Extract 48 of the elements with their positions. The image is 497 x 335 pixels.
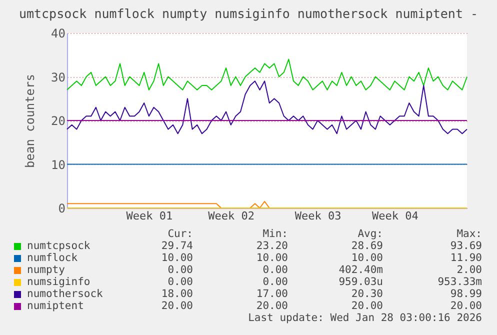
y-tick-label: 10 <box>51 158 66 172</box>
text: 0.00 <box>168 264 193 276</box>
y-tick-label: 0 <box>58 202 66 216</box>
text: 18.00 <box>161 288 193 300</box>
y-tick-label: 20 <box>51 114 66 128</box>
text: 29.74 <box>161 240 193 252</box>
text: Max: <box>456 228 482 240</box>
text: 20.00 <box>161 300 193 312</box>
x-tick-label: Week 01 <box>126 210 173 222</box>
legend-label: numsiginfo <box>27 276 90 288</box>
text: Cur: <box>168 228 193 240</box>
text: 0.00 <box>168 276 193 288</box>
line-series <box>66 58 468 90</box>
x-tick-label: Week 02 <box>208 210 255 222</box>
text: Avg: <box>358 228 383 240</box>
text: 402.40m <box>338 264 383 276</box>
text: 10.00 <box>351 252 383 264</box>
text: 10.00 <box>256 252 288 264</box>
y-tick-label: 40 <box>51 26 66 40</box>
line-series <box>66 80 468 134</box>
text: Last update: Wed Jan 28 03:00:16 2026 <box>248 312 482 324</box>
text: 20.00 <box>256 300 288 312</box>
text: 953.33m <box>438 276 482 288</box>
text: 17.00 <box>256 288 288 300</box>
legend-label: numtcpsock <box>27 240 90 252</box>
legend-label: numiptent <box>27 300 84 312</box>
text: Min: <box>262 228 288 240</box>
text: 11.90 <box>450 252 482 264</box>
legend-label: numflock <box>27 252 78 264</box>
legend-label: numpty <box>27 264 65 276</box>
y-axis-title: bean counters <box>23 74 38 168</box>
x-tick-label: Week 04 <box>372 210 419 222</box>
text: 0.00 <box>262 264 288 276</box>
text: 23.20 <box>256 240 288 252</box>
text: 28.69 <box>351 240 383 252</box>
text: 0.00 <box>262 276 288 288</box>
y-tick-label: 30 <box>51 70 66 84</box>
x-tick-label: Week 03 <box>294 210 342 222</box>
text: 98.99 <box>450 288 482 300</box>
text: 20.00 <box>450 300 482 312</box>
text: 20.30 <box>351 288 383 300</box>
legend-label: numothersock <box>27 288 103 300</box>
text: 2.00 <box>456 264 482 276</box>
text: 10.00 <box>161 252 193 264</box>
chart-title: umtcpsock numflock numpty numsiginfo numothersock numiptent - <box>18 6 480 21</box>
text: 959.03u <box>338 276 383 288</box>
text: 20.00 <box>351 300 383 312</box>
text: 93.69 <box>450 240 482 252</box>
